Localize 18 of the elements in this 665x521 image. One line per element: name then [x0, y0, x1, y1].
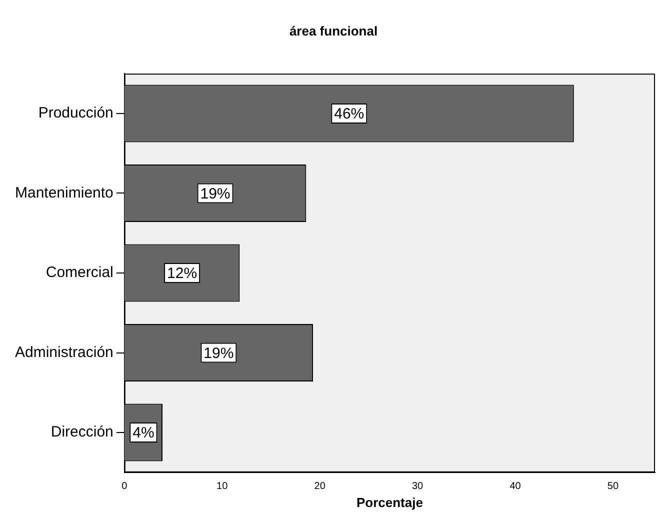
x-axis-title: Porcentaje — [356, 494, 423, 510]
data-label: 19% — [200, 185, 230, 202]
x-tick-label: 50 — [607, 481, 619, 492]
x-tick-label: 20 — [314, 481, 326, 492]
y-tick-label: Mantenimiento — [14, 184, 114, 202]
x-tick-label: 0 — [122, 481, 128, 492]
data-label: 46% — [334, 106, 364, 123]
y-tick-label: Comercial — [46, 264, 114, 282]
data-label: 19% — [204, 344, 234, 362]
data-label: 4% — [132, 424, 154, 442]
y-tick-label: Administración — [15, 344, 114, 361]
data-label: 12% — [167, 265, 198, 282]
x-tick-label: 30 — [412, 481, 424, 492]
x-tick-label: 40 — [510, 481, 522, 492]
y-tick-label: Dirección — [50, 424, 114, 441]
y-tick-label: Producción — [38, 104, 114, 122]
chart-title: área funcional — [289, 23, 378, 38]
x-tick-label: 10 — [216, 481, 228, 492]
